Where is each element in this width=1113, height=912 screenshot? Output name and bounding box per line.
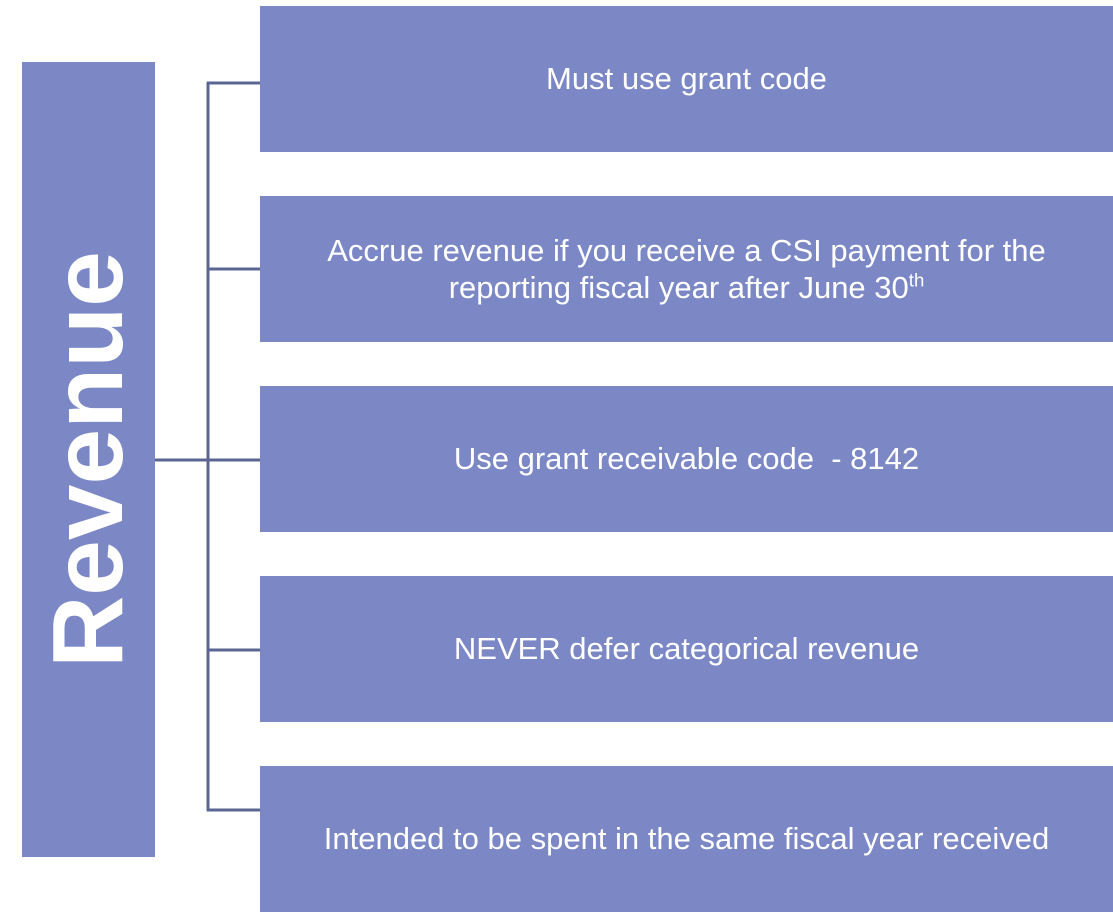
item-text: Accrue revenue if you receive a CSI paym…	[278, 232, 1095, 306]
item-box: Use grant receivable code - 8142	[260, 386, 1113, 532]
item-label: NEVER defer categorical revenue	[453, 631, 920, 667]
item-box: Intended to be spent in the same fiscal …	[260, 766, 1113, 912]
item-box: Accrue revenue if you receive a CSI paym…	[260, 196, 1113, 342]
item-label: Intended to be spent in the same fiscal …	[323, 821, 1050, 857]
root-label: Revenue	[32, 251, 145, 668]
item-label: Must use grant code	[546, 61, 827, 97]
root-node: Revenue	[22, 62, 155, 857]
item-box: Must use grant code	[260, 6, 1113, 152]
item-box: NEVER defer categorical revenue	[260, 576, 1113, 722]
item-superscript: th	[908, 269, 925, 291]
item-label: Use grant receivable code - 8142	[453, 441, 920, 477]
item-label: Accrue revenue if you receive a CSI paym…	[327, 232, 1055, 305]
